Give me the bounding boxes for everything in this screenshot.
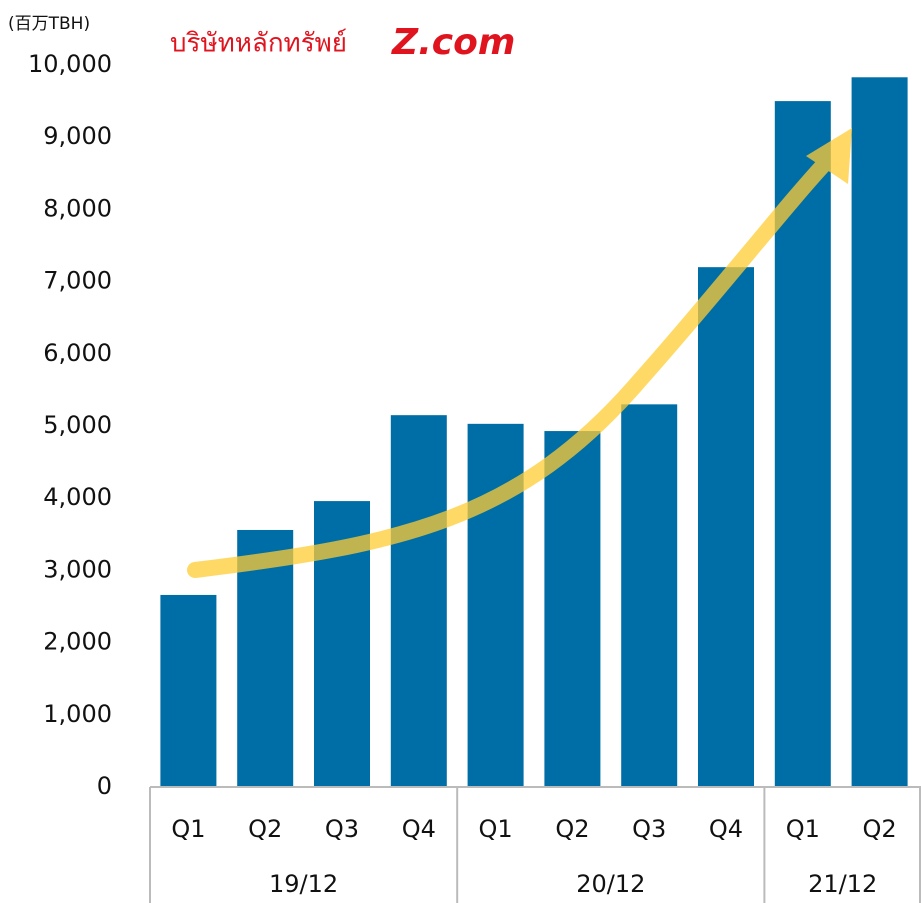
y-tick-label: 0 [97, 772, 112, 800]
y-tick-label: 5,000 [43, 411, 112, 439]
group-label: 21/12 [808, 870, 877, 898]
x-tick-label: Q2 [863, 815, 897, 843]
unit-label: (百万TBH) [8, 14, 90, 34]
x-tick-label: Q3 [325, 815, 359, 843]
x-tick-label: Q1 [479, 815, 513, 843]
y-tick-label: 9,000 [43, 122, 112, 150]
bar [698, 267, 754, 787]
bar [237, 529, 294, 787]
y-tick-label: 7,000 [43, 267, 112, 295]
bar [621, 404, 678, 787]
y-tick-label: 8,000 [43, 194, 112, 222]
y-tick-label: 1,000 [43, 700, 112, 728]
x-tick-label: Q1 [786, 815, 820, 843]
trend-curve [187, 150, 838, 578]
bar [390, 415, 447, 787]
x-tick-label: Q4 [709, 815, 743, 843]
y-tick-label: 4,000 [43, 483, 112, 511]
y-tick-label: 2,000 [43, 628, 112, 656]
plot: 0 1,000 2,000 3,000 4,000 5,000 6,000 7,000 8,00… [28, 50, 921, 903]
x-tick-label: Q2 [248, 815, 282, 843]
bar [851, 77, 908, 788]
x-tick-label: Q3 [632, 815, 666, 843]
trend-arrow [187, 128, 852, 578]
group-label: 19/12 [269, 870, 338, 898]
group-label: 20/12 [576, 870, 645, 898]
trend-head [806, 128, 852, 184]
y-tick-label: 3,000 [43, 555, 112, 583]
y-tick-label: 10,000 [28, 50, 112, 78]
bar [544, 431, 601, 787]
logo-text: บริษัทหลักทรัพย์ [170, 29, 347, 59]
logo-brand: Z.com [391, 22, 515, 63]
y-tick-label: 6,000 [43, 339, 112, 367]
x-tick-label: Q1 [171, 815, 205, 843]
x-tick-label: Q4 [402, 815, 436, 843]
bar [160, 594, 217, 787]
x-tick-label: Q2 [555, 815, 589, 843]
